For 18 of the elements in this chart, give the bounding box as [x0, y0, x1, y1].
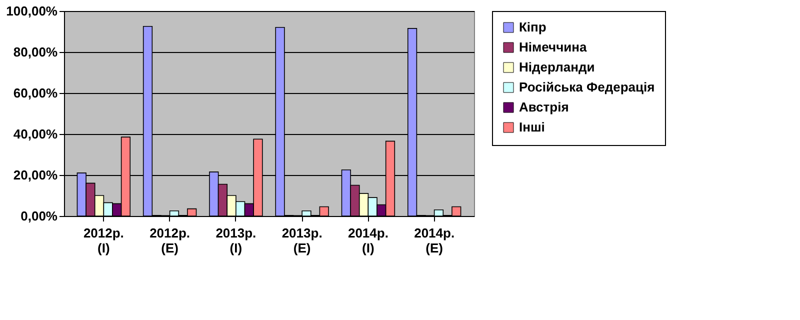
y-tick-label: 20,00%	[13, 168, 58, 182]
y-tick-label: 0,00%	[20, 208, 58, 224]
legend-label: Інші	[519, 120, 545, 134]
x-tick-label: 2012р. (E)	[150, 226, 190, 256]
x-tick-label: 2014р. (I)	[348, 226, 388, 256]
legend-label: Нідерланди	[519, 60, 595, 74]
x-tick-label: 2013р. (E)	[282, 226, 322, 256]
x-tick-label: 2013р. (I)	[216, 226, 256, 256]
y-tick-label: 100,00%	[6, 4, 58, 18]
x-tick-label: 2014р. (E)	[414, 226, 455, 256]
y-tick-label: 40,00%	[13, 126, 58, 142]
y-tick-label: 60,00%	[13, 86, 58, 100]
y-tick-label: 80,00%	[13, 44, 58, 60]
legend-label: Кіпр	[519, 20, 546, 34]
legend-label: Російська Федерація	[519, 80, 655, 94]
legend-label: Австрія	[519, 100, 569, 114]
legend-label: Німеччина	[519, 40, 588, 54]
x-tick-label: 2012р. (I)	[83, 226, 124, 256]
